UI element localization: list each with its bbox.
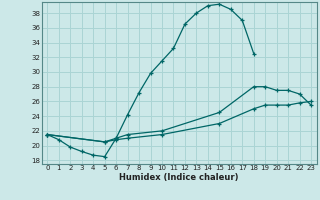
X-axis label: Humidex (Indice chaleur): Humidex (Indice chaleur) [119,173,239,182]
